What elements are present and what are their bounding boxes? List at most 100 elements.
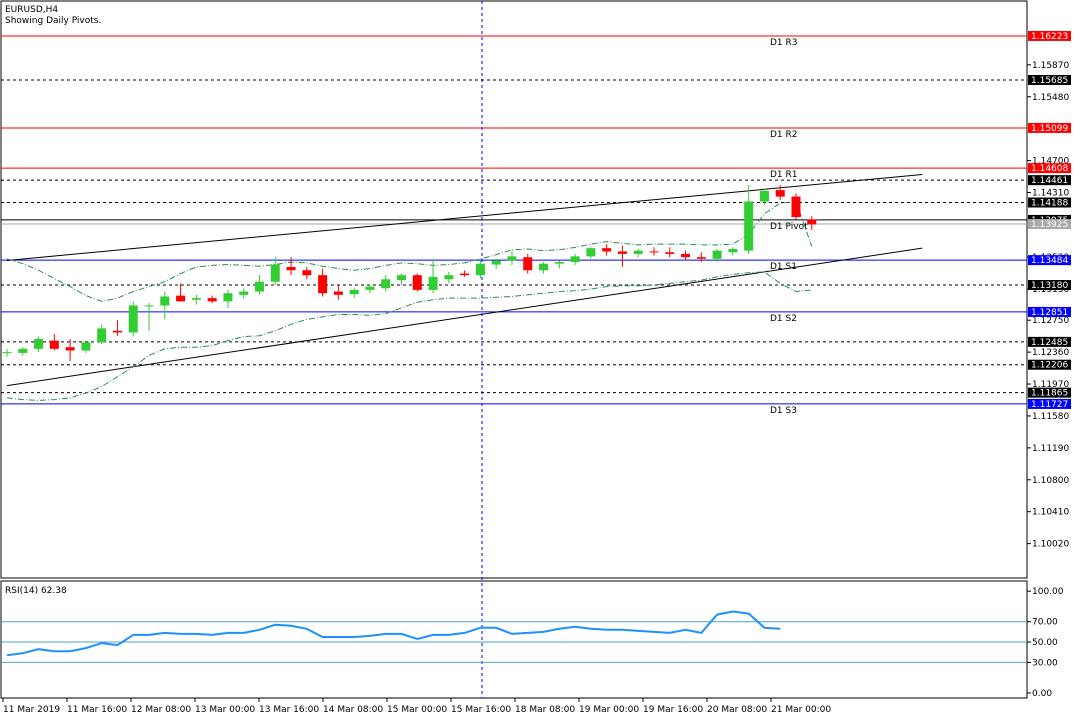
- pivot-levels: [1, 35, 1027, 405]
- dashed-level-value: 1.11865: [1031, 389, 1068, 399]
- dashed-level-box: [1028, 359, 1071, 370]
- pivot-level-box: [1028, 122, 1071, 133]
- dashed-level-box: [1028, 336, 1071, 347]
- pivot-level-box: [1028, 163, 1071, 174]
- time-label: 20 Mar 08:00: [707, 705, 767, 715]
- candle-body: [791, 196, 801, 218]
- candle-body: [349, 289, 359, 295]
- dashed-level-value: 1.13180: [1031, 281, 1068, 291]
- dashed-level-value: 1.12485: [1031, 338, 1068, 348]
- pivot-level-label: D1 R2: [770, 130, 798, 140]
- rsi-tick-label: 30.00: [1032, 658, 1058, 668]
- candle-body: [681, 253, 691, 258]
- pivot-level-value: 1.13484: [1031, 256, 1068, 266]
- candle-body: [144, 305, 154, 307]
- pivot-level-box: [1028, 255, 1071, 266]
- candle-body: [254, 281, 264, 292]
- time-label: 21 Mar 00:00: [771, 705, 831, 715]
- price-tick-label: 1.12750: [1032, 316, 1069, 326]
- candle-body: [475, 263, 485, 276]
- candle-body: [318, 275, 328, 294]
- candle-body: [49, 340, 59, 349]
- candle-body: [444, 275, 454, 280]
- candle-body: [302, 270, 312, 276]
- candle-body: [744, 201, 754, 251]
- pivot-level-value: 1.16223: [1031, 32, 1068, 42]
- trendline: [6, 247, 923, 387]
- candle-body: [286, 266, 296, 271]
- subtitle: Showing Daily Pivots.: [5, 16, 101, 26]
- time-label: 11 Mar 16:00: [67, 705, 127, 715]
- current-price-value: 1.13925: [1031, 220, 1068, 230]
- time-label: 19 Mar 00:00: [579, 705, 639, 715]
- price-tick-label: 1.11970: [1032, 380, 1069, 390]
- pivot-level-box: [1028, 30, 1071, 41]
- time-label: 13 Mar 16:00: [259, 705, 319, 715]
- price-tick-label: 1.10020: [1032, 540, 1069, 550]
- time-label: 18 Mar 08:00: [515, 705, 575, 715]
- candle-body: [775, 190, 785, 197]
- main-panel-frame: [0, 0, 1028, 579]
- dashed-level-box: [1028, 279, 1071, 290]
- candle-body: [428, 276, 438, 290]
- price-tick-label: 1.13130: [1032, 285, 1069, 295]
- candle-body: [81, 342, 91, 351]
- pivot-level-value: 1.14608: [1031, 164, 1068, 174]
- trendlines: [6, 174, 923, 387]
- envelope-bands: [6, 200, 813, 401]
- candle-body: [333, 291, 343, 295]
- candle-body: [807, 219, 817, 225]
- pivot-level-label: D1 R1: [770, 170, 798, 180]
- trendline: [6, 174, 923, 261]
- rsi-title: RSI(14) 62.38: [5, 586, 67, 596]
- envelope-upper: [6, 200, 813, 302]
- price-tick-label: 1.11190: [1032, 444, 1069, 454]
- candle-body: [365, 286, 375, 290]
- time-label: 15 Mar 00:00: [387, 705, 447, 715]
- price-tick-label: 1.15480: [1032, 93, 1069, 103]
- pivot-level-value: 1.12851: [1031, 308, 1068, 318]
- dashed-level-box: [1028, 387, 1071, 398]
- candle-body: [207, 298, 217, 302]
- candle-body: [617, 251, 627, 254]
- time-label: 11 Mar 2019: [3, 705, 60, 715]
- time-label: 19 Mar 16:00: [643, 705, 703, 715]
- price-tick-label: 1.11580: [1032, 412, 1069, 422]
- candle-body: [460, 273, 470, 276]
- pivot-level-value: 1.11727: [1031, 400, 1068, 410]
- candle-body: [633, 250, 643, 254]
- candle-body: [18, 348, 28, 353]
- pivot-level-value: 1.15099: [1031, 124, 1068, 134]
- pivot-level-label: D1 S2: [770, 314, 797, 324]
- dashed-level-value: 1.15685: [1031, 76, 1068, 86]
- candle-body: [176, 295, 186, 302]
- candle-body: [381, 279, 391, 289]
- dashed-level-box: [1028, 197, 1071, 208]
- pivot-level-label: D1 S1: [770, 262, 797, 272]
- candle-body: [602, 248, 612, 252]
- rsi-tick-label: 0.00: [1032, 689, 1052, 699]
- candle-body: [397, 275, 406, 281]
- candle-body: [759, 190, 769, 202]
- envelope-lower: [6, 271, 812, 401]
- time-label: 15 Mar 16:00: [451, 705, 511, 715]
- rsi-line: [6, 610, 781, 657]
- pivot-level-box: [1028, 398, 1071, 409]
- candle-body: [97, 328, 107, 343]
- pivot-level-label: D1 S3: [770, 406, 797, 416]
- price-tick-label: 1.10410: [1032, 508, 1069, 518]
- candle-body: [523, 257, 533, 271]
- candles: [2, 185, 817, 362]
- price-tick-label: 1.15870: [1032, 61, 1069, 71]
- candle-body: [2, 352, 12, 354]
- dashed-level-value: 1.14461: [1031, 176, 1068, 186]
- rsi-tick-label: 50.00: [1032, 638, 1058, 648]
- symbol-title: EURUSD,H4: [5, 5, 58, 15]
- candle-body: [554, 262, 564, 264]
- candle-body: [65, 347, 75, 351]
- price-axis: 1.158701.154801.147001.143101.135201.131…: [1027, 30, 1071, 550]
- candle-body: [239, 291, 249, 295]
- dashed-level-value: 1.14188: [1031, 198, 1068, 208]
- candle-body: [649, 251, 659, 253]
